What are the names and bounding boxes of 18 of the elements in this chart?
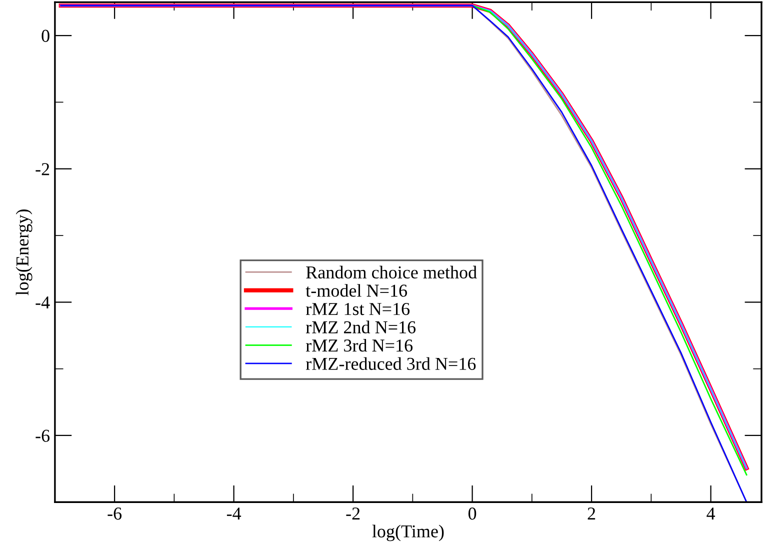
legend-label: rMZ 1st N=16 xyxy=(306,302,410,316)
y-tick-label: -2 xyxy=(36,163,50,176)
x-tick-label: 4 xyxy=(706,508,716,520)
legend-label: Random choice method xyxy=(306,266,477,279)
x-axis-title: log(Time) xyxy=(372,524,444,542)
x-tick-label: 0 xyxy=(468,508,476,520)
x-tick-label: -4 xyxy=(226,508,242,520)
y-tick-label: 0 xyxy=(42,30,50,42)
y-axis-title: log(Energy) xyxy=(16,210,32,296)
legend-label: rMZ-reduced 3rd N=16 xyxy=(306,357,476,370)
x-tick-label: -6 xyxy=(108,508,122,520)
legend-label: t-model N=16 xyxy=(306,284,408,297)
y-tick-label: -4 xyxy=(36,296,50,308)
x-tick-label: -2 xyxy=(346,508,360,520)
legend-label: rMZ 2nd N=16 xyxy=(306,320,416,334)
x-tick-label: 2 xyxy=(588,508,596,520)
y-tick-label: -6 xyxy=(36,430,50,442)
legend-label: rMZ 3rd N=16 xyxy=(306,338,413,352)
